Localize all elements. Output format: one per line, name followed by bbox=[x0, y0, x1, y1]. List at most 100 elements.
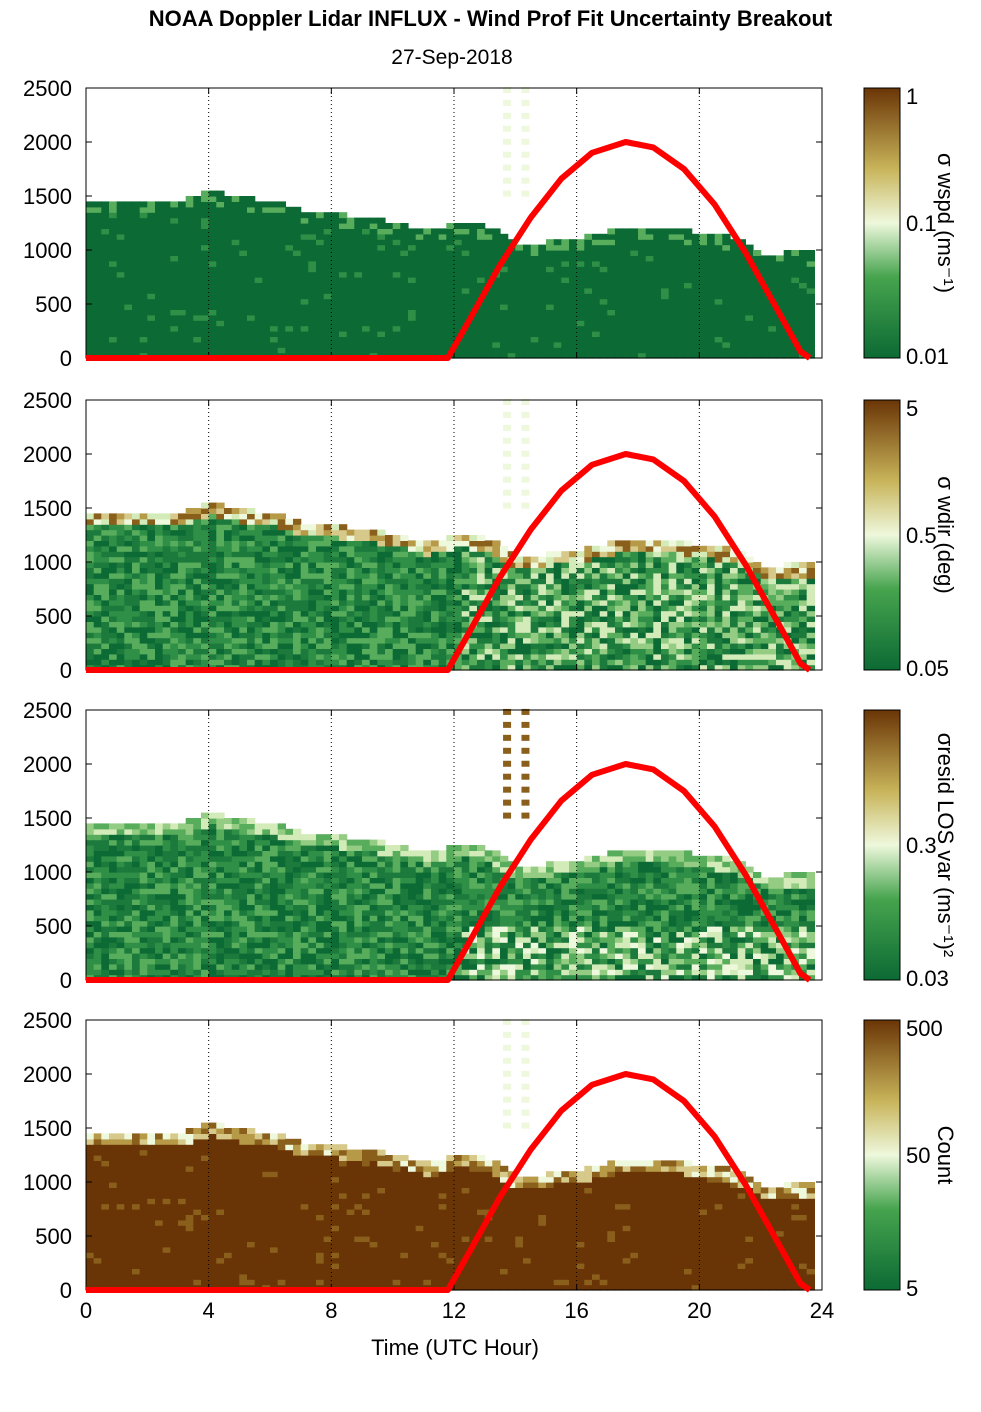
heatmap-cell bbox=[308, 653, 317, 660]
heatmap-cell bbox=[668, 648, 677, 655]
heatmap-cell bbox=[247, 621, 256, 628]
heatmap-cell bbox=[170, 529, 179, 536]
heatmap-cell bbox=[346, 545, 355, 552]
heatmap-cell bbox=[806, 325, 815, 332]
heatmap-cell bbox=[139, 621, 148, 628]
heatmap-cell bbox=[124, 239, 133, 246]
heatmap-cell bbox=[155, 201, 164, 208]
heatmap-cell bbox=[285, 659, 294, 666]
heatmap-cell bbox=[446, 244, 455, 251]
heatmap-cell bbox=[170, 325, 179, 332]
heatmap-cell bbox=[776, 572, 785, 579]
heatmap-cell bbox=[630, 659, 639, 666]
heatmap-cell bbox=[224, 648, 233, 655]
heatmap-cell bbox=[523, 621, 532, 628]
heatmap-cell bbox=[492, 605, 501, 612]
heatmap-cell bbox=[415, 336, 424, 343]
heatmap-cell bbox=[737, 331, 746, 337]
heatmap-cell bbox=[737, 583, 746, 590]
heatmap-cell bbox=[216, 277, 225, 283]
heatmap-cell bbox=[362, 540, 371, 547]
heatmap-cell bbox=[737, 298, 746, 305]
heatmap-cell bbox=[760, 626, 769, 633]
heatmap-cell bbox=[308, 298, 317, 305]
heatmap-cell bbox=[308, 336, 317, 343]
heatmap-cell bbox=[247, 626, 256, 633]
heatmap-cell bbox=[469, 551, 478, 558]
heatmap-cell bbox=[216, 513, 225, 520]
heatmap-cell bbox=[162, 567, 171, 574]
heatmap-cell bbox=[461, 255, 470, 262]
heatmap-cell bbox=[400, 287, 409, 294]
heatmap-cell bbox=[178, 589, 187, 595]
heatmap-cell bbox=[592, 594, 601, 601]
heatmap-cell bbox=[492, 567, 501, 574]
heatmap-cell bbox=[285, 217, 294, 224]
heatmap-cell bbox=[500, 250, 509, 256]
heatmap-cell bbox=[216, 502, 225, 509]
heatmap-cell bbox=[707, 643, 716, 649]
heatmap-cell bbox=[423, 610, 432, 617]
heatmap-cell bbox=[653, 314, 662, 321]
heatmap-cell bbox=[224, 621, 233, 628]
heatmap-cell bbox=[484, 626, 493, 633]
heatmap-cell bbox=[530, 605, 539, 612]
heatmap-cell bbox=[262, 260, 271, 267]
heatmap-cell bbox=[139, 260, 148, 267]
heatmap-cell bbox=[270, 572, 279, 579]
heatmap-cell bbox=[783, 616, 792, 622]
heatmap-cell bbox=[553, 282, 562, 289]
heatmap-cell bbox=[178, 250, 187, 256]
heatmap-cell bbox=[745, 659, 754, 666]
heatmap-cell bbox=[239, 266, 248, 273]
heatmap-cell bbox=[224, 347, 233, 354]
heatmap-cell bbox=[722, 233, 731, 240]
heatmap-cell bbox=[193, 255, 202, 262]
heatmap-cell bbox=[523, 352, 532, 359]
heatmap-cell bbox=[239, 513, 248, 520]
heatmap-cell bbox=[193, 637, 202, 644]
heatmap-cell bbox=[408, 233, 417, 240]
heatmap-cell bbox=[231, 518, 240, 525]
heatmap-cell bbox=[431, 331, 440, 337]
heatmap-cell bbox=[293, 632, 302, 639]
heatmap-cell bbox=[714, 260, 723, 267]
heatmap-cell bbox=[730, 659, 739, 666]
heatmap-cell bbox=[185, 304, 194, 310]
heatmap-cell bbox=[247, 637, 256, 644]
heatmap-cell bbox=[93, 834, 102, 841]
heatmap-cell bbox=[247, 309, 256, 316]
heatmap-cell bbox=[630, 325, 639, 332]
heatmap-cell bbox=[109, 621, 118, 628]
heatmap-cell bbox=[377, 599, 386, 606]
heatmap-cell bbox=[561, 599, 570, 606]
heatmap-cell bbox=[385, 562, 394, 568]
heatmap-cell bbox=[201, 239, 210, 246]
heatmap-cell bbox=[293, 271, 302, 278]
heatmap-cell bbox=[178, 282, 187, 289]
heatmap-cell bbox=[691, 347, 700, 354]
heatmap-cell bbox=[446, 228, 455, 235]
heatmap-cell bbox=[155, 562, 164, 568]
heatmap-cell bbox=[638, 589, 647, 595]
heatmap-cell bbox=[645, 325, 654, 332]
heatmap-cell bbox=[139, 529, 148, 536]
heatmap-cell bbox=[592, 605, 601, 612]
heatmap-cell bbox=[707, 572, 716, 579]
heatmap-cell bbox=[147, 518, 156, 525]
heatmap-cell bbox=[645, 589, 654, 595]
heatmap-cell bbox=[546, 643, 555, 649]
heatmap-cell bbox=[500, 298, 509, 305]
heatmap-cell bbox=[170, 250, 179, 256]
heatmap-cell bbox=[668, 325, 677, 332]
heatmap-cell bbox=[553, 572, 562, 579]
heatmap-cell bbox=[638, 314, 647, 321]
heatmap-cell bbox=[369, 589, 378, 595]
heatmap-cell bbox=[653, 626, 662, 633]
heatmap-cell bbox=[737, 621, 746, 628]
heatmap-cell bbox=[661, 545, 670, 552]
heatmap-cell bbox=[93, 562, 102, 568]
heatmap-cell bbox=[193, 341, 202, 348]
heatmap-cell bbox=[438, 287, 447, 294]
heatmap-cell bbox=[139, 540, 148, 547]
